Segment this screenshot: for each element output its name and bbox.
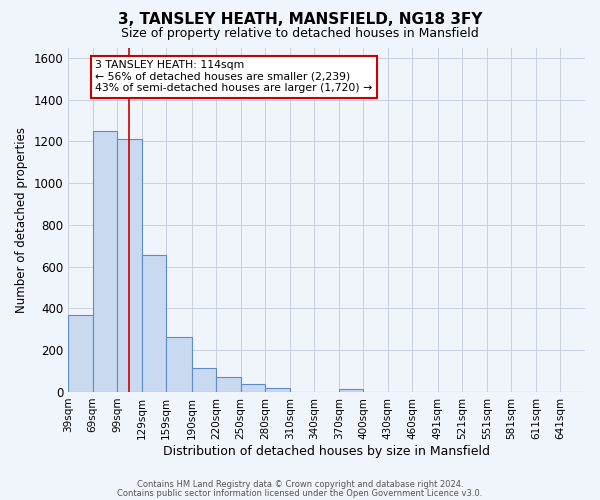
Text: 3, TANSLEY HEATH, MANSFIELD, NG18 3FY: 3, TANSLEY HEATH, MANSFIELD, NG18 3FY bbox=[118, 12, 482, 28]
Bar bbox=[241, 384, 265, 392]
Text: Contains public sector information licensed under the Open Government Licence v3: Contains public sector information licen… bbox=[118, 488, 482, 498]
Text: Size of property relative to detached houses in Mansfield: Size of property relative to detached ho… bbox=[121, 28, 479, 40]
Bar bbox=[265, 388, 290, 392]
X-axis label: Distribution of detached houses by size in Mansfield: Distribution of detached houses by size … bbox=[163, 444, 490, 458]
Bar bbox=[142, 255, 166, 392]
Bar bbox=[166, 336, 191, 392]
Text: 3 TANSLEY HEATH: 114sqm
← 56% of detached houses are smaller (2,239)
43% of semi: 3 TANSLEY HEATH: 114sqm ← 56% of detache… bbox=[95, 60, 373, 94]
Bar bbox=[68, 314, 92, 392]
Bar bbox=[216, 378, 241, 392]
Bar bbox=[117, 140, 142, 392]
Text: Contains HM Land Registry data © Crown copyright and database right 2024.: Contains HM Land Registry data © Crown c… bbox=[137, 480, 463, 489]
Y-axis label: Number of detached properties: Number of detached properties bbox=[15, 126, 28, 312]
Bar bbox=[191, 368, 216, 392]
Bar bbox=[339, 389, 364, 392]
Bar bbox=[92, 131, 117, 392]
